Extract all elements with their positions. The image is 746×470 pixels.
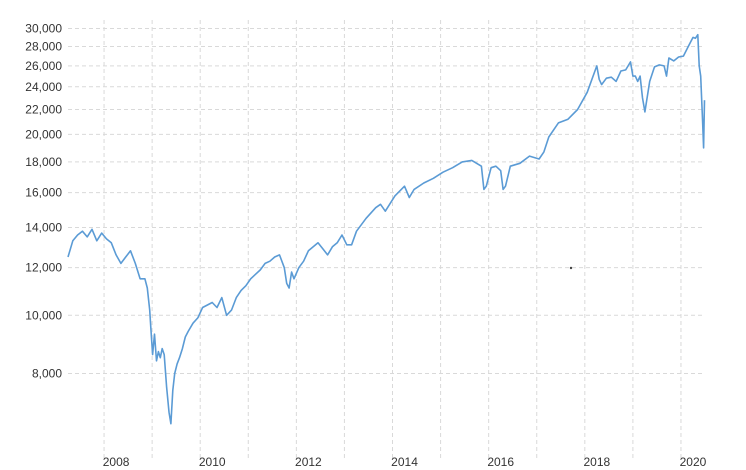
x-tick-label: 2008: [103, 455, 130, 469]
x-tick-label: 2020: [680, 455, 707, 469]
y-axis-tick-labels: 8,000 10,000 12,000 14,000 16,000 18,000 20,00…: [25, 22, 62, 381]
x-tick-label: 2018: [583, 455, 610, 469]
y-tick-label: 10,000: [25, 308, 62, 322]
y-tick-label: 18,000: [25, 155, 62, 169]
vertical-gridlines: [103, 20, 682, 458]
x-tick-label: 2016: [487, 455, 514, 469]
series-line: [67, 33, 706, 425]
y-tick-label: 16,000: [25, 186, 62, 200]
y-tick-label: 26,000: [25, 59, 62, 73]
horizontal-gridlines: [68, 28, 705, 374]
x-tick-label: 2010: [199, 455, 226, 469]
x-tick-label: 2012: [295, 455, 322, 469]
y-tick-label: 14,000: [25, 220, 62, 234]
y-tick-label: 30,000: [25, 22, 62, 36]
stray-dot: [569, 266, 573, 270]
y-tick-label: 28,000: [25, 40, 62, 54]
x-tick-label: 2014: [391, 455, 418, 469]
y-tick-label: 12,000: [25, 261, 62, 275]
y-tick-label: 8,000: [32, 366, 62, 380]
y-tick-label: 24,000: [25, 80, 62, 94]
y-tick-label: 22,000: [25, 102, 62, 116]
y-tick-label: 20,000: [25, 127, 62, 141]
x-axis-tick-labels: 2008 2010 2012 2014 2016 2018 2020: [103, 455, 707, 469]
